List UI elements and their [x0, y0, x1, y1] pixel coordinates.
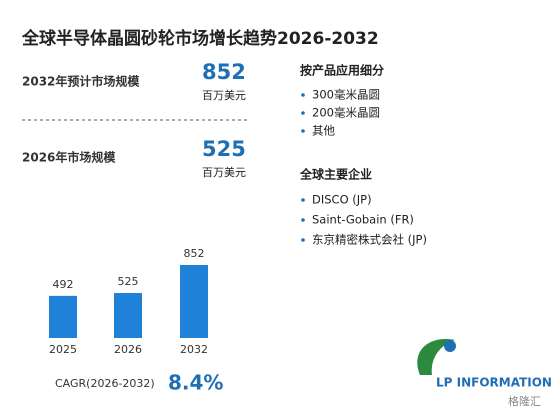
chart-title: 全球半导体晶圆砂轮市场增长趋势2026-2032 [21, 28, 379, 49]
x-tick-label: 2025 [49, 343, 77, 356]
logo: LP INFORMATION [417, 339, 552, 390]
watermark: 格隆汇 [508, 394, 541, 408]
bullet [301, 198, 305, 202]
x-tick-label: 2032 [180, 343, 208, 356]
list-item: DISCO (JP) [312, 193, 372, 207]
list-item: 其他 [312, 124, 335, 138]
bullet [301, 111, 305, 115]
stat-label: 2032年预计市场规模 [22, 74, 140, 89]
segments-title: 按产品应用细分 [300, 63, 384, 78]
stat-unit: 百万美元 [202, 89, 246, 102]
value-label: 525 [118, 275, 139, 288]
bullet [301, 93, 305, 97]
stat-unit: 百万美元 [202, 166, 246, 179]
bar [49, 295, 77, 338]
bullet [301, 218, 305, 222]
stat-label: 2026年市场规模 [22, 150, 116, 165]
list-item: 300毫米晶圆 [312, 88, 380, 102]
stat-value: 525 [202, 137, 246, 161]
logo-text: LP INFORMATION [436, 376, 552, 390]
list-item: 东京精密株式会社 (JP) [312, 233, 427, 247]
bullet [301, 238, 305, 242]
stat-value: 852 [202, 60, 246, 84]
bar [114, 293, 142, 338]
list-item: 200毫米晶圆 [312, 106, 380, 120]
cagr-value: 8.4% [168, 371, 223, 395]
value-label: 852 [184, 247, 205, 260]
bar [180, 265, 208, 338]
x-tick-label: 2026 [114, 343, 142, 356]
list-item: Saint-Gobain (FR) [312, 213, 414, 227]
companies-title: 全球主要企业 [299, 167, 372, 182]
cagr-label: CAGR(2026-2032) [55, 377, 155, 390]
value-label: 492 [53, 278, 74, 291]
bullet [301, 129, 305, 133]
